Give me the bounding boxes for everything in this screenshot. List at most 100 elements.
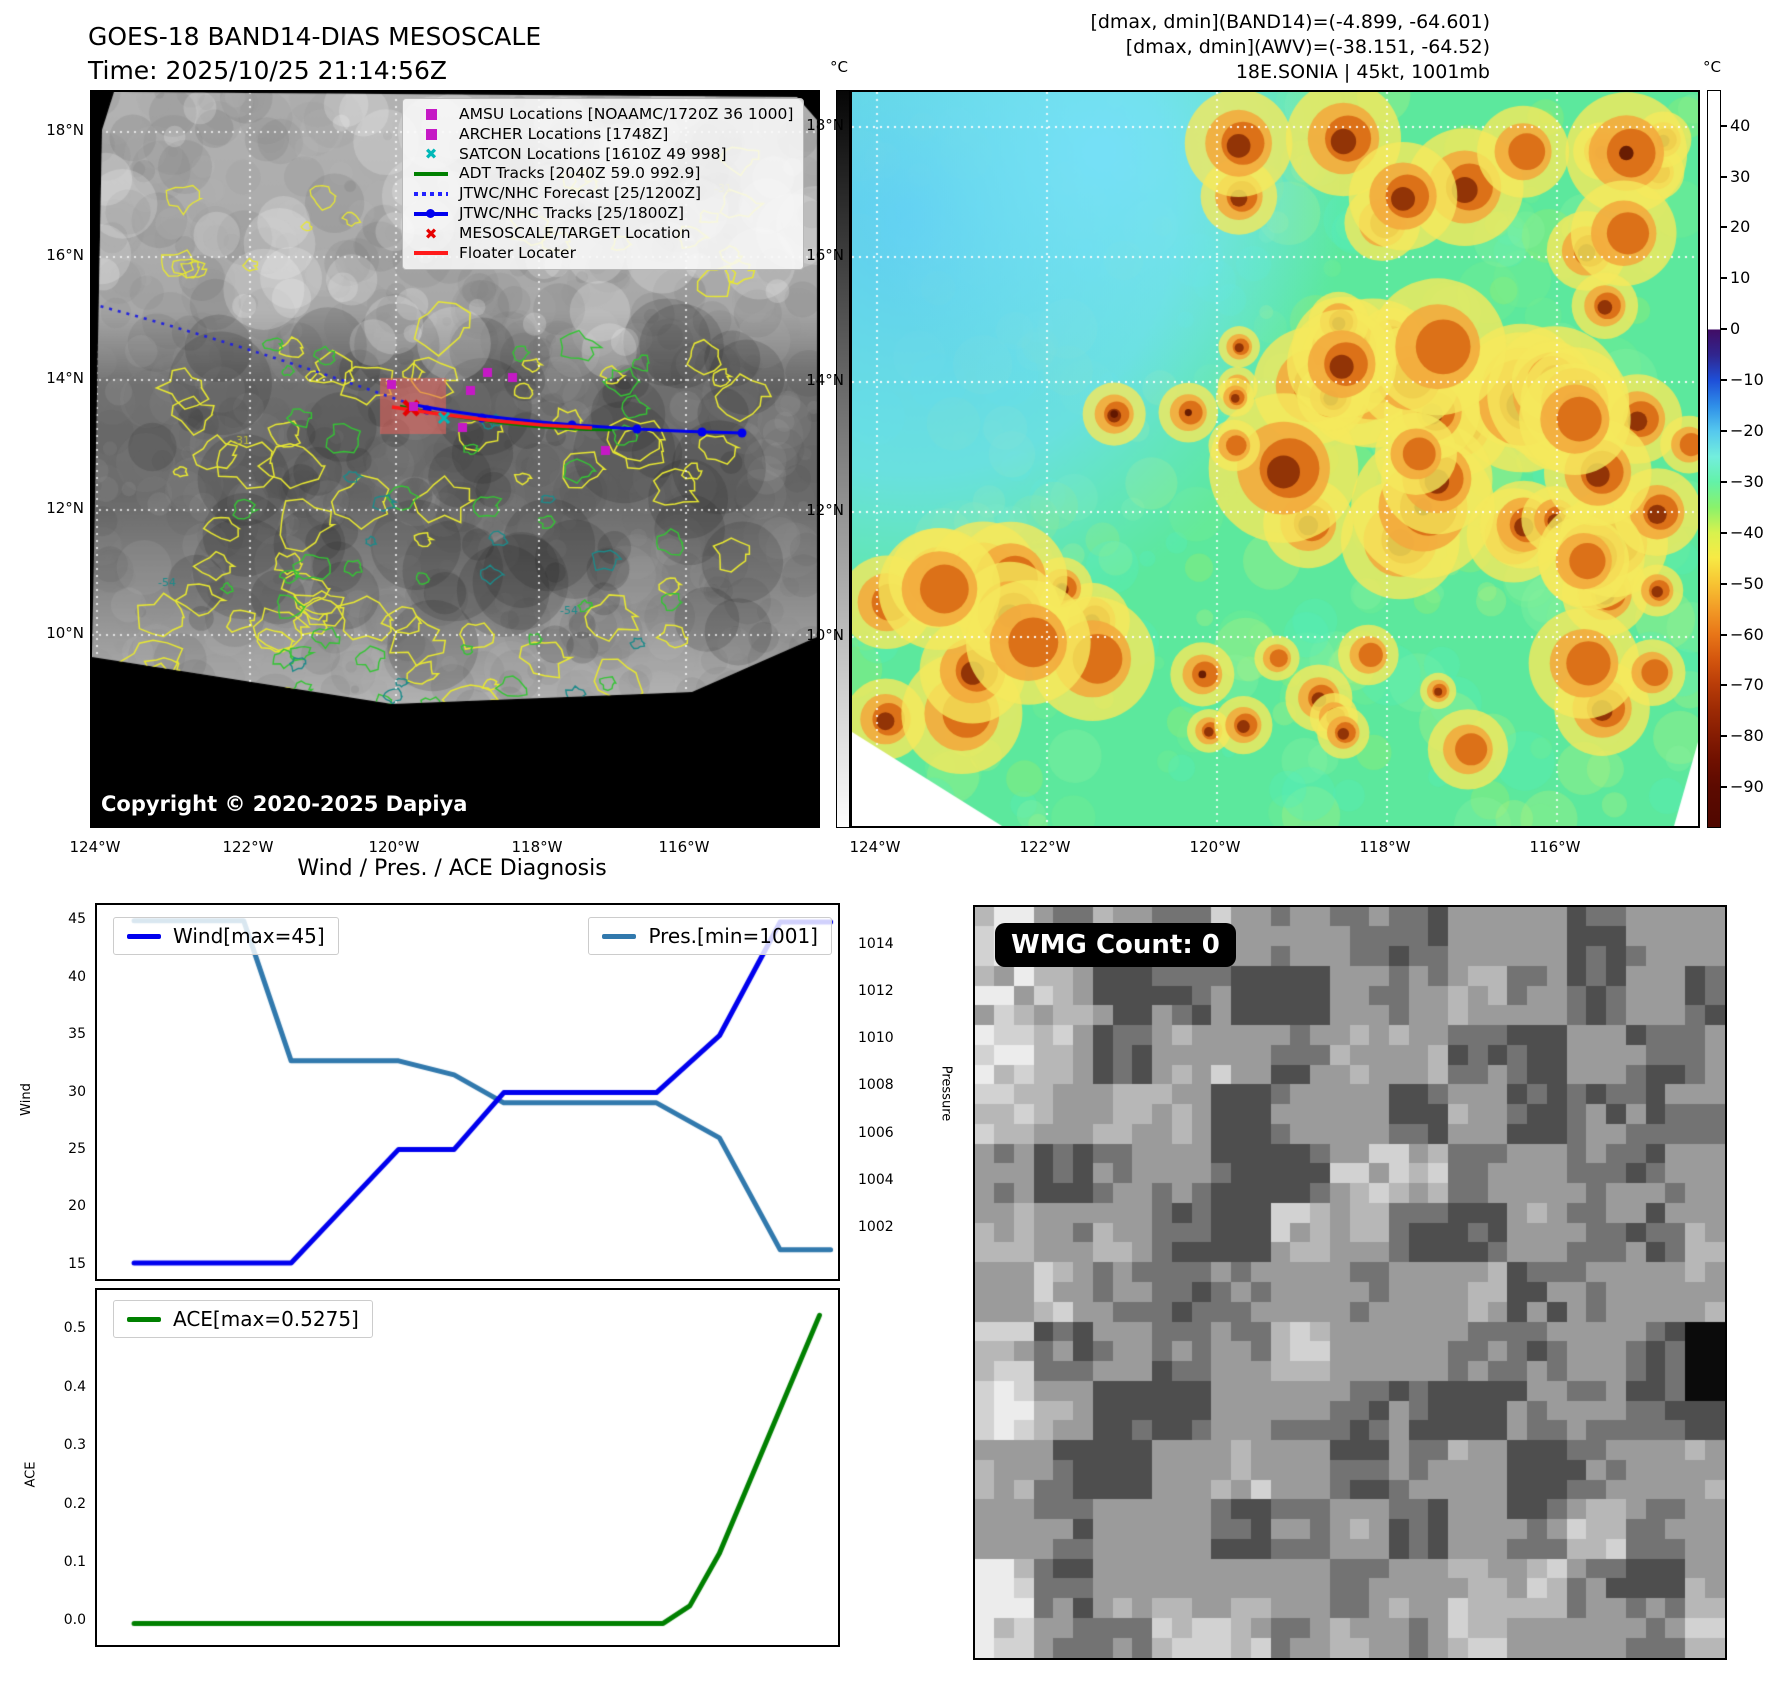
- ace-chart-panel: ACE[max=0.5275]: [95, 1288, 840, 1647]
- colorbar-tick-mark: [1721, 735, 1727, 738]
- lon-tick-label: 116°W: [1529, 838, 1581, 856]
- map-legend-item: AMSU Locations [NOAAMC/1720Z 36 1000]: [411, 105, 793, 125]
- y-tick-label: 0.5: [63, 1320, 86, 1337]
- colorbar-tick-label: −40: [1730, 522, 1764, 542]
- annotation-line: [dmax, dmin](BAND14)=(-4.899, -64.601): [1090, 11, 1490, 33]
- legend-label: Wind[max=45]: [173, 924, 325, 948]
- annotation-line: [dmax, dmin](AWV)=(-38.151, -64.52): [1125, 36, 1490, 58]
- colorbar-tick-mark: [1721, 684, 1727, 687]
- colorbar-tick-label: 40: [1730, 115, 1751, 135]
- colorbar-tick-mark: [1721, 379, 1727, 382]
- lat-tick-label: 10°N: [46, 624, 84, 642]
- ace-axis-label: ACE: [23, 1461, 39, 1488]
- line-icon: [414, 172, 448, 177]
- ace-legend: ACE[max=0.5275]: [113, 1300, 373, 1338]
- y-tick-label: 40: [68, 968, 86, 985]
- y-tick-label: 1008: [858, 1077, 894, 1094]
- legend-line-swatch: [127, 1316, 161, 1322]
- colorbar-tick-mark: [1721, 786, 1727, 789]
- title-line1: GOES-18 BAND14-DIAS MESOSCALE: [88, 22, 542, 51]
- map-legend-label: JTWC/NHC Forecast [25/1200Z]: [459, 184, 702, 203]
- map-legend-item: JTWC/NHC Forecast [25/1200Z]: [411, 184, 793, 204]
- y-tick-label: 20: [68, 1198, 86, 1215]
- dotted-line-icon: [414, 192, 448, 197]
- map-legend-label: Floater Locater: [459, 243, 576, 262]
- y-tick-label: 25: [68, 1141, 86, 1158]
- map-legend-label: JTWC/NHC Tracks [25/1800Z]: [459, 203, 685, 222]
- title-line2: Time: 2025/10/25 21:14:56Z: [88, 56, 447, 85]
- y-tick-label: 1004: [858, 1171, 894, 1188]
- lat-tick-label: 18°N: [46, 121, 84, 139]
- lat-tick-label: 12°N: [46, 499, 84, 517]
- copyright-label: Copyright © 2020-2025 Dapiya: [92, 782, 818, 826]
- lon-tick-label: 120°W: [1189, 838, 1241, 856]
- lon-tick-label: 122°W: [1019, 838, 1071, 856]
- colorbar-tick-mark: [1721, 328, 1727, 331]
- square-legend-marker-icon: [411, 129, 451, 141]
- diagnosis-charts-title: Wind / Pres. / ACE Diagnosis: [297, 856, 607, 881]
- awv-satellite-image: [852, 92, 1698, 826]
- x-legend-marker-icon: ✖: [411, 224, 451, 243]
- colorbar-tick-mark: [1721, 480, 1727, 483]
- map-legend: AMSU Locations [NOAAMC/1720Z 36 1000] ARC…: [402, 98, 805, 271]
- awv-map-panel: [850, 90, 1700, 828]
- map-legend-item: Floater Locater: [411, 244, 793, 264]
- y-tick-label: 0.0: [63, 1612, 86, 1629]
- lat-tick-label: 14°N: [806, 371, 844, 389]
- lon-tick-label: 118°W: [511, 838, 563, 856]
- map-legend-label: ADT Tracks [2040Z 59.0 992.9]: [459, 164, 701, 183]
- colorbar-tick-mark: [1721, 531, 1727, 534]
- map-legend-label: SATCON Locations [1610Z 49 998]: [459, 144, 727, 163]
- square-icon: [425, 109, 437, 121]
- figure-title: GOES-18 BAND14-DIAS MESOSCALE Time: 2025…: [88, 20, 541, 88]
- lon-tick-label: 124°W: [69, 838, 121, 856]
- colorbar-tick-mark: [1721, 582, 1727, 585]
- band14-map-panel: AMSU Locations [NOAAMC/1720Z 36 1000] ARC…: [90, 90, 820, 828]
- awv-colorbar: [1707, 90, 1721, 828]
- colorbar-tick-label: 10: [1730, 268, 1751, 288]
- colorbar-tick-mark: [1721, 277, 1727, 280]
- map-legend-item: ARCHER Locations [1748Z]: [411, 125, 793, 145]
- x-marker-icon: ✖: [424, 145, 438, 164]
- dotted-line-legend-marker-icon: [411, 192, 451, 197]
- colorbar-tick-mark: [1721, 430, 1727, 432]
- colorbar-tick-mark: [1721, 226, 1727, 229]
- y-tick-label: 35: [68, 1026, 86, 1043]
- legend-line-swatch: [602, 933, 637, 939]
- line-legend-marker-icon: [411, 172, 451, 177]
- y-tick-label: 1012: [858, 983, 894, 1000]
- colorbar-tick-label: −10: [1730, 370, 1764, 390]
- wind-legend: Wind[max=45]: [113, 917, 339, 955]
- lat-tick-label: 14°N: [46, 369, 84, 387]
- ace-chart: [97, 1290, 838, 1645]
- legend-label: Pres.[min=1001]: [648, 924, 818, 948]
- band14-colorbar-unit: °C: [830, 58, 848, 76]
- y-tick-label: 30: [68, 1083, 86, 1100]
- wind-pressure-chart: [97, 905, 838, 1279]
- map-legend-label: AMSU Locations [NOAAMC/1720Z 36 1000]: [459, 105, 794, 123]
- line-icon: [414, 251, 448, 256]
- x-marker-icon: ✖: [424, 224, 438, 243]
- map-legend-label: MESOSCALE/TARGET Location: [459, 223, 691, 242]
- wind-pressure-chart-panel: Wind[max=45] Pres.[min=1001]: [95, 903, 840, 1281]
- map-legend-item: ✖ SATCON Locations [1610Z 49 998]: [411, 145, 793, 165]
- square-icon: [425, 129, 437, 141]
- legend-label: ACE[max=0.5275]: [173, 1307, 359, 1331]
- colorbar-tick-mark: [1721, 175, 1727, 178]
- colorbar-tick-label: −50: [1730, 573, 1764, 593]
- y-tick-label: 0.4: [63, 1378, 86, 1395]
- colorbar-tick-label: 20: [1730, 217, 1751, 237]
- wmg-panel: WMG Count: 0: [973, 905, 1727, 1660]
- annotation-line: 18E.SONIA | 45kt, 1001mb: [1235, 61, 1490, 83]
- band14-colorbar: [836, 90, 850, 828]
- colorbar-tick-label: 30: [1730, 166, 1751, 186]
- y-tick-label: 0.2: [63, 1495, 86, 1512]
- colorbar-tick-label: −90: [1730, 777, 1764, 797]
- colorbar-tick-label: −80: [1730, 726, 1764, 746]
- pressure-axis-label: Pressure: [938, 1065, 954, 1122]
- map-legend-label: ARCHER Locations [1748Z]: [459, 124, 669, 143]
- y-tick-label: 0.1: [63, 1554, 86, 1570]
- colorbar-tick-mark: [1721, 124, 1727, 127]
- wind-axis-label: Wind: [18, 1083, 34, 1116]
- line-dot-legend-marker-icon: [411, 209, 451, 219]
